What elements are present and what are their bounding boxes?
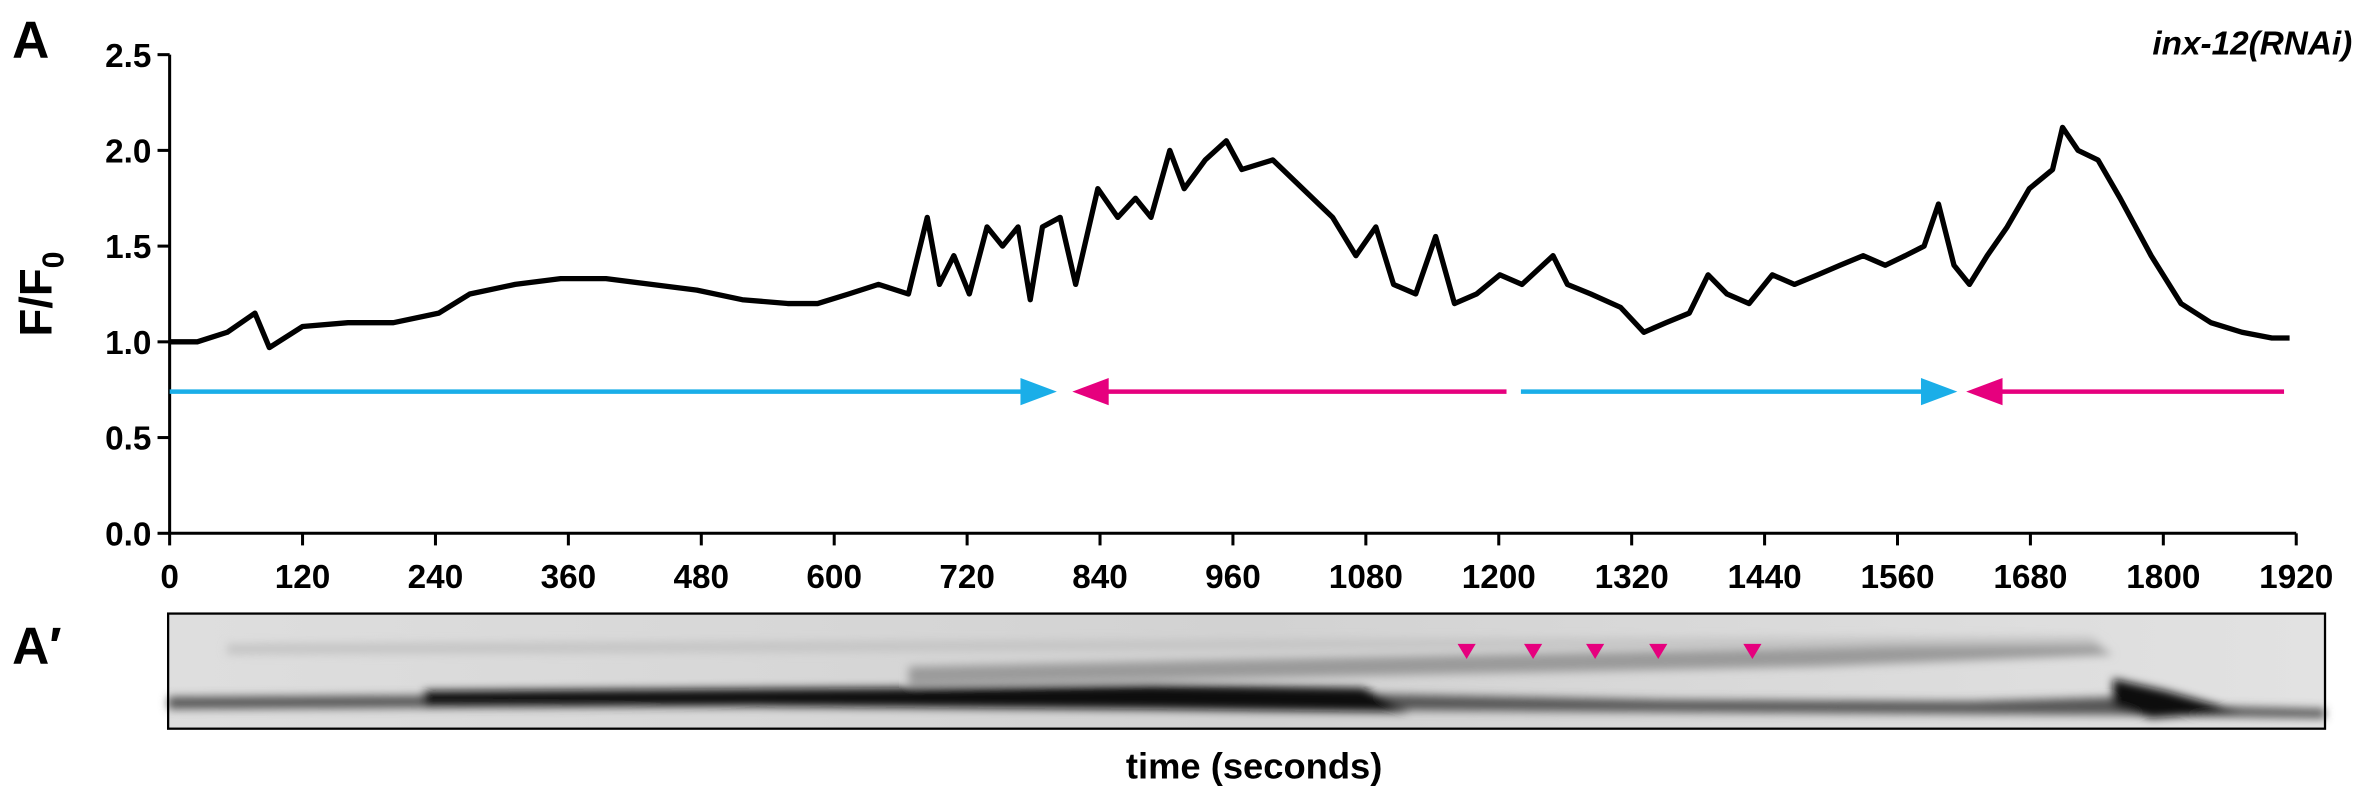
panel-label: A <box>12 11 49 69</box>
data-line <box>169 124 2290 351</box>
x-tick-label: 1680 <box>1993 559 2067 596</box>
kymograph-marker <box>1649 643 1668 660</box>
y-tick-label: 1.5 <box>105 229 151 266</box>
arrow-head <box>1072 377 1109 406</box>
x-tick-label: 1920 <box>2259 559 2333 596</box>
x-tick-label: 960 <box>1205 559 1261 596</box>
x-tick-label: 360 <box>541 559 597 596</box>
chart-title: inx-12(RNAi) <box>2152 26 2352 63</box>
arrow-head <box>1920 377 1958 406</box>
arrow-head <box>1020 377 1057 406</box>
x-tick-label: 1800 <box>2126 559 2200 596</box>
kymograph-marker <box>1743 643 1762 660</box>
x-axis-label: time (seconds) <box>1126 746 1382 787</box>
kymograph-marker <box>1457 643 1476 660</box>
x-tick-label: 1320 <box>1595 559 1669 596</box>
x-tick-label: 600 <box>806 559 862 596</box>
kymograph <box>166 612 2327 730</box>
y-tick-label: 2.5 <box>105 38 151 75</box>
x-tick-label: 240 <box>408 559 464 596</box>
panel-label: A′ <box>12 617 62 675</box>
y-tick-label: 0.0 <box>105 516 151 553</box>
kymograph-marker <box>1524 643 1543 660</box>
x-tick-label: 480 <box>673 559 729 596</box>
x-tick-label: 840 <box>1072 559 1128 596</box>
y-tick-label: 0.5 <box>105 421 151 458</box>
y-tick-label: 1.0 <box>105 325 151 362</box>
kymograph-marker <box>1586 643 1605 660</box>
arrow-head <box>1966 377 2003 406</box>
x-tick-label: 120 <box>275 559 331 596</box>
y-tick-label: 2.0 <box>105 133 151 170</box>
x-tick-label: 1560 <box>1860 559 1934 596</box>
y-axis-label: F/F0 <box>10 251 70 336</box>
x-tick-label: 720 <box>939 559 995 596</box>
x-tick-label: 1440 <box>1728 559 1802 596</box>
x-tick-label: 1080 <box>1329 559 1403 596</box>
x-tick-label: 0 <box>160 559 179 596</box>
x-tick-label: 1200 <box>1462 559 1536 596</box>
